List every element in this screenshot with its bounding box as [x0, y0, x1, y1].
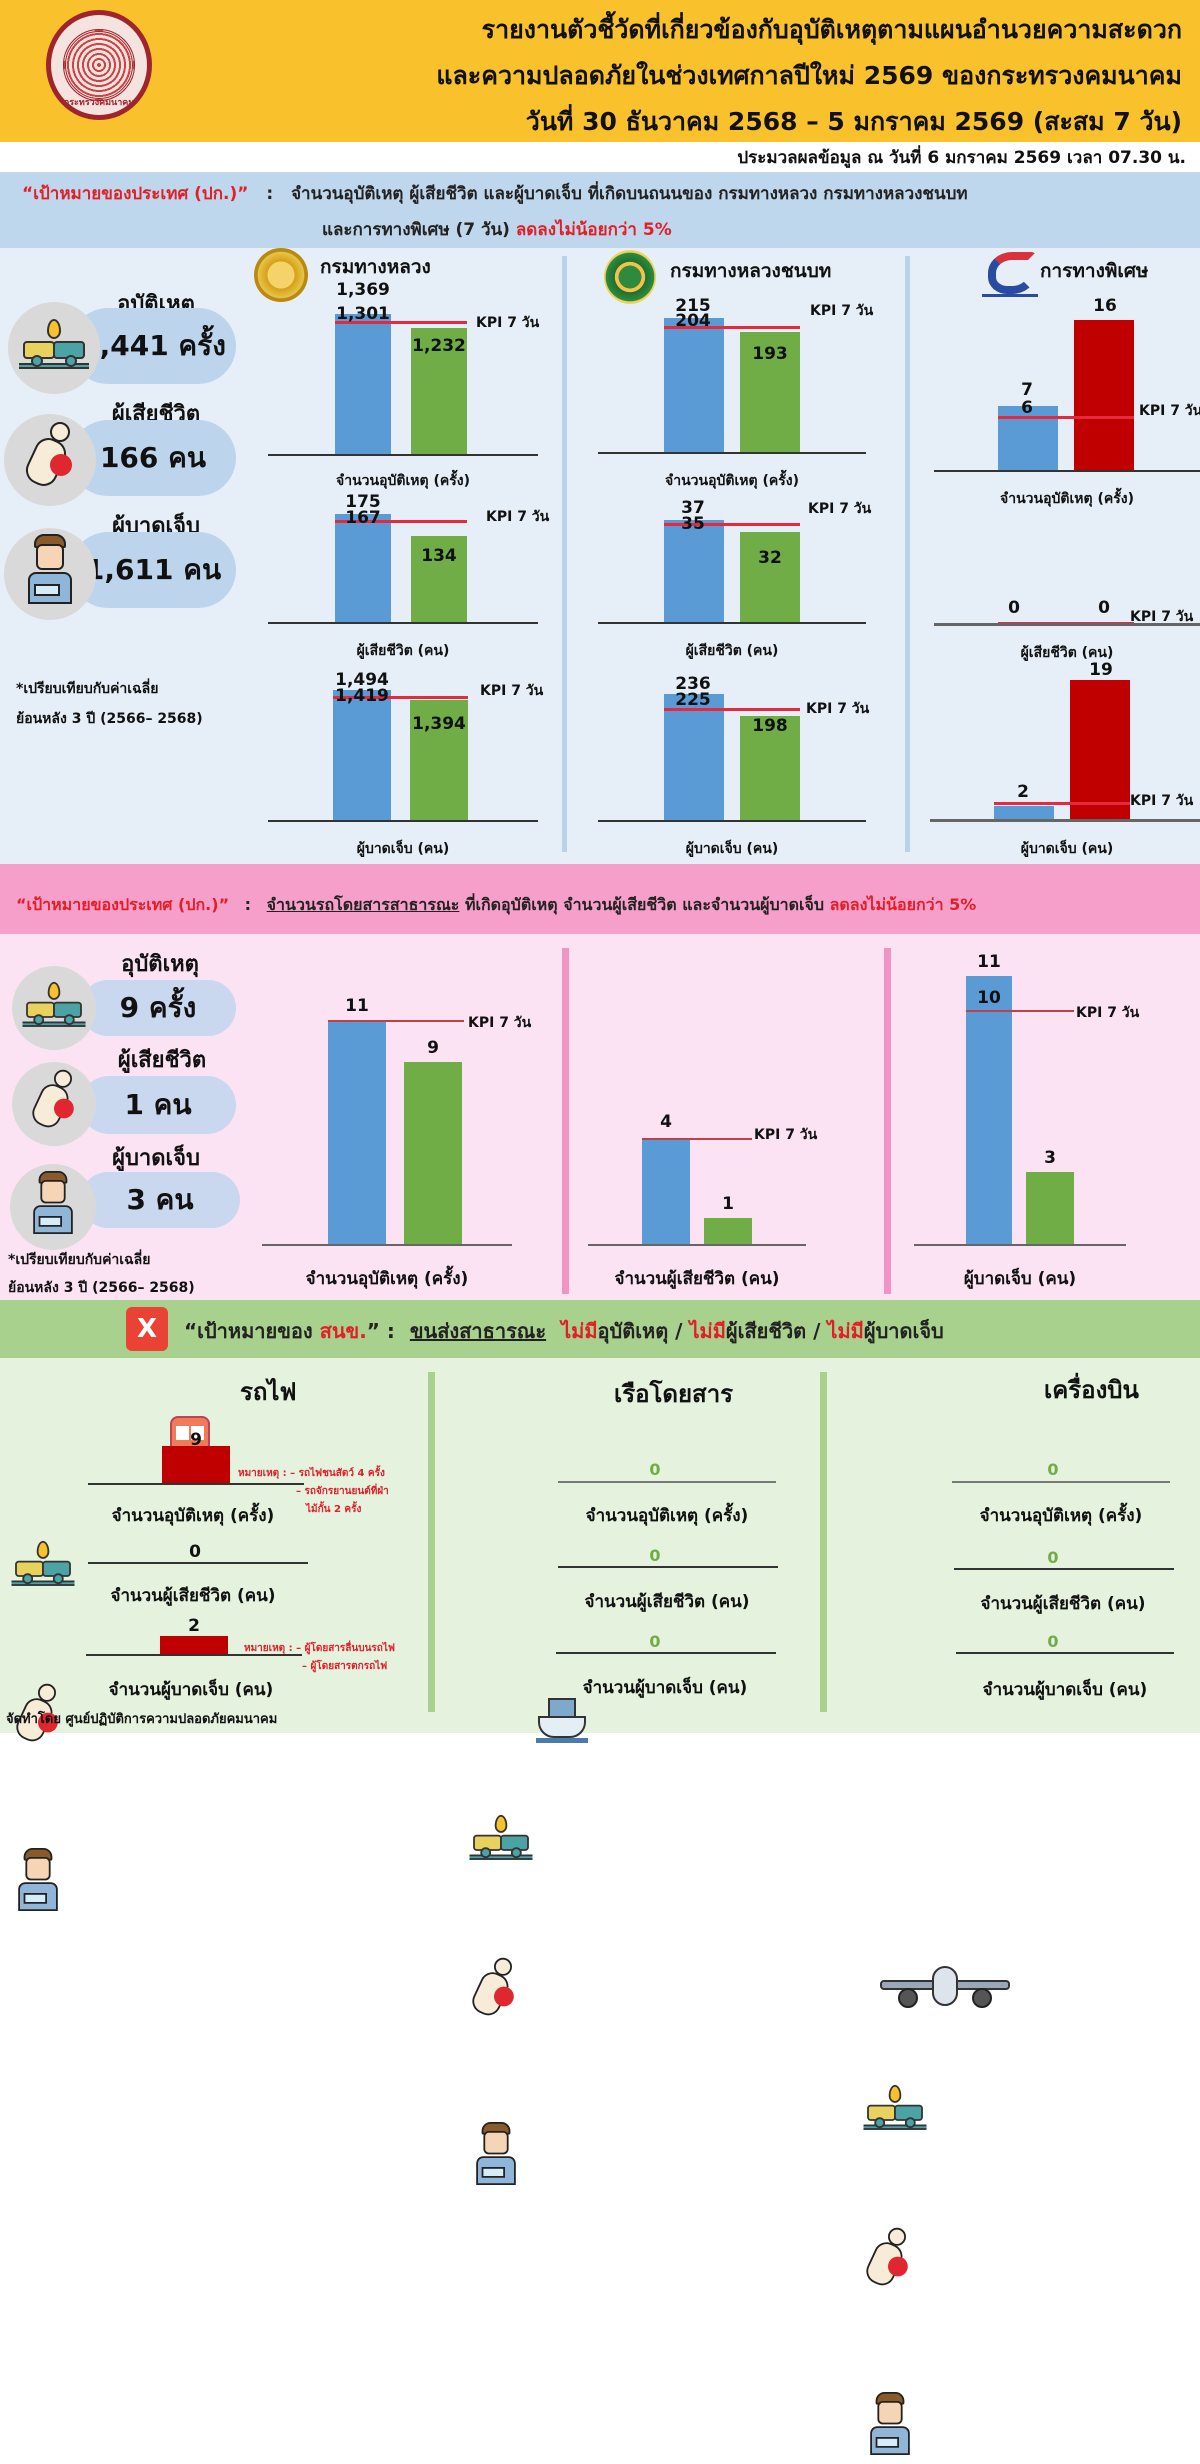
victim-icon	[465, 1956, 523, 2028]
divider	[562, 948, 569, 1294]
agency-expressway: การทางพิเศษ	[1040, 260, 1149, 282]
highway-dept-seal-icon	[254, 248, 308, 302]
divider	[562, 256, 567, 852]
bar-actual	[411, 328, 467, 454]
bar-baseline	[335, 314, 391, 454]
plane-icon	[880, 1962, 1010, 2014]
kpi-line	[664, 523, 800, 526]
goal2-line: “เป้าหมายของประเทศ (ปก.)” : จำนวนรถโดยสา…	[16, 895, 977, 914]
chart-bus-injuries: 11 10 3 KPI 7 วัน	[914, 952, 1139, 1246]
comparison-note: *เปรียบเทียบกับค่าเฉลี่ย ย้อนหลัง 3 ปี (…	[16, 681, 203, 727]
injured-person-icon	[473, 2122, 520, 2194]
chart-highways-injuries: 1,494 1,419 1,394 KPI 7 วัน	[268, 670, 543, 822]
ministry-seal-icon	[63, 29, 135, 101]
mode-train-title: รถไฟ	[240, 1378, 297, 1406]
chart-bus-deaths: 4 1 KPI 7 วัน	[588, 1112, 817, 1246]
kpi-line	[333, 696, 468, 699]
chart-expressway-accidents: 7 6 16 KPI 7 วัน	[934, 296, 1200, 472]
mode-plane-title: เครื่องบิน	[1044, 1376, 1139, 1404]
chart-rural-accidents: 215 204 193 KPI 7 วัน	[598, 296, 873, 454]
goal2-subject: จำนวนรถโดยสารสาธารณะ	[266, 895, 460, 914]
kpi-line	[664, 326, 800, 329]
divider	[428, 1372, 435, 1712]
chart-rural-injuries: 236 225 198 KPI 7 วัน	[598, 674, 869, 822]
injuries-total: 1,611 คน	[70, 532, 236, 608]
rural-roads-seal-icon	[604, 250, 656, 304]
chart-highways-deaths: 175 167 134 KPI 7 วัน	[268, 492, 549, 624]
logo-caption: กระทรวงคมนาคม	[63, 98, 135, 108]
kpi-line	[664, 708, 800, 711]
header-banner	[0, 0, 1200, 142]
divider	[820, 1372, 827, 1712]
goal1-quote: “เป้าหมายของประเทศ (ปก.)”	[22, 184, 249, 204]
victim-icon	[859, 2226, 917, 2298]
goal1-line1: “เป้าหมายของประเทศ (ปก.)” : จำนวนอุบัติเ…	[22, 184, 968, 204]
goal-banner-otp	[0, 1300, 1200, 1358]
deaths-total: 166 คน	[70, 420, 236, 496]
footer-credit: จัดทำโดย ศูนย์ปฏิบัติการความปลอดภัยคมนาค…	[6, 1712, 278, 1727]
crash-icon	[12, 966, 96, 1050]
mode-ship-title: เรือโดยสาร	[614, 1380, 734, 1408]
crash-icon	[469, 1814, 533, 1867]
agency-rural-roads: กรมทางหลวงชนบท	[670, 260, 832, 282]
kpi-line	[328, 1020, 464, 1022]
injured-person-icon	[4, 528, 96, 620]
bar-train-injuries	[160, 1636, 228, 1654]
title-line-2: และความปลอดภัยในช่วงเทศกาลปีใหม่ 2569 ขอ…	[436, 61, 1182, 90]
goal2-target: ลดลงไม่น้อยกว่า 5%	[829, 895, 977, 914]
bus-deaths-total: 1 คน	[80, 1076, 236, 1134]
title-line-3: วันที่ 30 ธันวาคม 2568 – 5 มกราคม 2569 (…	[525, 107, 1182, 136]
kpi-line	[642, 1138, 752, 1140]
bar-train-accidents	[162, 1446, 230, 1484]
kpi-line	[966, 1010, 1074, 1012]
goal1-text: จำนวนอุบัติเหตุ ผู้เสียชีวิต และผู้บาดเจ…	[291, 184, 968, 204]
kpi-line	[994, 802, 1130, 805]
victim-icon	[12, 1062, 96, 1146]
processed-timestamp: ประมวลผลข้อมูล ณ วันที่ 6 มกราคม 2569 เว…	[737, 148, 1186, 168]
train-accident-remark: หมายเหตุ : – รถไฟชนสัตว์ 4 ครั้ง – รถจัก…	[238, 1468, 389, 1515]
status-fail-icon: X	[126, 1307, 168, 1351]
injured-person-icon	[10, 1164, 96, 1250]
crash-icon	[8, 302, 100, 394]
divider	[884, 948, 891, 1294]
chart-expressway-injuries: 2 19 KPI 7 วัน	[930, 660, 1200, 822]
goal-banner-bus	[0, 864, 1200, 934]
bus-injuries-total: 3 คน	[80, 1172, 240, 1228]
chart-bus-accidents: 11 9 KPI 7 วัน	[262, 996, 531, 1246]
victim-icon	[4, 414, 96, 506]
comparison-note: *เปรียบเทียบกับค่าเฉลี่ย ย้อนหลัง 3 ปี (…	[8, 1252, 195, 1296]
chart-rural-deaths: 37 35 32 KPI 7 วัน	[598, 498, 871, 624]
goal1-target: ลดลงไม่น้อยกว่า 5%	[515, 220, 672, 240]
injured-person-icon	[867, 2392, 914, 2464]
victim-icon	[9, 1682, 67, 1754]
ministry-logo: กระทรวงคมนาคม	[46, 10, 152, 120]
chart-highways-accidents: 1,369 1,301 1,232 KPI 7 วัน	[268, 280, 539, 456]
kpi-line	[998, 416, 1134, 419]
agency-highways: กรมทางหลวง	[320, 256, 431, 278]
goal1-line2: และการทางพิเศษ (7 วัน) ลดลงไม่น้อยกว่า 5…	[322, 220, 672, 240]
goal3-line: “เป้าหมายของ สนข.” : ขนส่งสาธารณะ ไม่มีอ…	[184, 1319, 944, 1343]
xlabel: จำนวนอุบัติเหตุ (ครั้ง)	[336, 473, 470, 489]
divider	[905, 256, 910, 852]
injured-person-icon	[15, 1848, 62, 1920]
crash-icon	[11, 1540, 75, 1593]
kpi-line	[335, 321, 467, 324]
expressway-logo-icon	[982, 250, 1040, 300]
goal-banner-roads	[0, 172, 1200, 248]
bus-accidents-total: 9 ครั้ง	[80, 980, 236, 1036]
kpi-line	[335, 520, 467, 523]
title-line-1: รายงานตัวชี้วัดที่เกี่ยวข้องกับอุบัติเหต…	[481, 15, 1182, 44]
train-injury-remark: หมายเหตุ : – ผู้โดยสารลื่นบนรถไฟ – ผู้โด…	[244, 1643, 395, 1672]
crash-icon	[863, 2084, 927, 2137]
chart-expressway-deaths: 0 0 KPI 7 วัน	[934, 598, 1200, 626]
